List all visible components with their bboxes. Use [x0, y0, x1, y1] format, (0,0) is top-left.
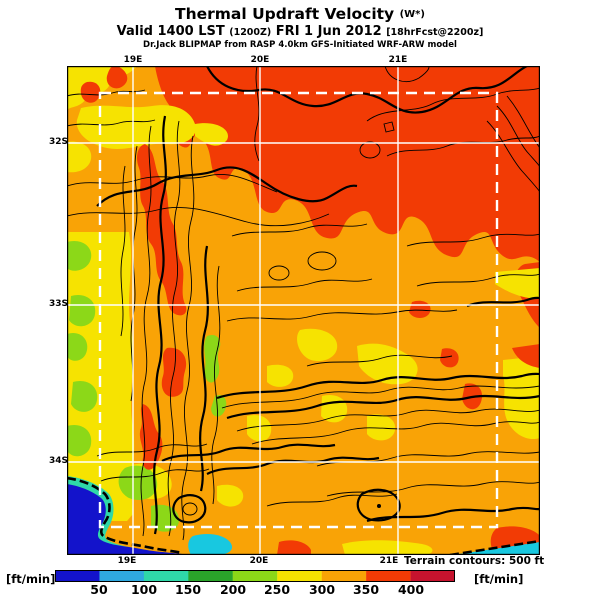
title-parameter-note: (W*) [399, 9, 425, 20]
terrain-contour-lines [67, 66, 540, 541]
colorbar-segment-4 [188, 570, 233, 582]
colorbar-segment-1 [55, 570, 100, 582]
colorbar-segment-9 [410, 570, 455, 582]
colorbar [55, 570, 455, 582]
region-red-north [155, 66, 540, 262]
colorbar-tick-100: 100 [130, 582, 158, 597]
colorbar-tick-300: 300 [308, 582, 336, 597]
colorbar-segment-8 [366, 570, 411, 582]
map-fill-regions [67, 66, 540, 555]
colorbar-tick-50: 50 [90, 582, 108, 597]
valid-time-line: Valid 1400 LST (1200Z) FRI 1 Jun 2012 [1… [0, 23, 600, 40]
region-coastal-cyan [188, 534, 233, 555]
lat-label-left-32s: 32S [48, 137, 68, 147]
colorbar-tick-400: 400 [397, 582, 425, 597]
colorbar-segment-7 [321, 570, 367, 582]
colorbar-segment-5 [232, 570, 278, 582]
colorbar-segment-2 [99, 570, 145, 582]
region-ocean [67, 484, 191, 555]
header: Thermal Updraft Velocity (W*) Valid 1400… [0, 5, 600, 51]
region-yellow-band [76, 105, 196, 149]
valid-prefix: Valid 1400 LST [116, 23, 225, 39]
forecast-map [67, 66, 540, 555]
latlon-gridlines [67, 66, 540, 555]
coastline [67, 476, 184, 555]
colorbar-frame [55, 570, 455, 582]
colorbar-tick-250: 250 [263, 582, 291, 597]
model-attribution: Dr.Jack BLIPMAP from RASP 4.0km GFS-Init… [143, 39, 457, 50]
page-title: Thermal Updraft Velocity (W*) [0, 5, 600, 24]
lon-label-top-20e: 20E [250, 55, 270, 65]
colorbar-tick-350: 350 [352, 582, 380, 597]
lon-label-bottom-21e: 21E [379, 556, 399, 566]
terrain-contour-note: Terrain contours: 500 ft [404, 555, 545, 567]
valid-zulu: (1200Z) [229, 26, 272, 38]
valid-fcst: [18hrFcst@2200z] [386, 26, 484, 38]
lon-label-top-19e: 19E [123, 55, 143, 65]
region-green-west [67, 240, 92, 271]
colorbar-tick-150: 150 [174, 582, 202, 597]
lon-label-bottom-20e: 20E [249, 556, 269, 566]
unit-label-right: [ft/min] [474, 572, 524, 586]
map-border [67, 66, 540, 555]
unit-label-left: [ft/min] [6, 572, 56, 586]
colorbar-segment-3 [143, 570, 189, 582]
inner-domain-boundary [98, 91, 499, 529]
lat-label-left-33s: 33S [48, 299, 68, 309]
colorbar-tick-200: 200 [219, 582, 247, 597]
lon-label-bottom-19e: 19E [117, 556, 137, 566]
lat-label-left-34s: 34S [48, 456, 68, 466]
valid-date: FRI 1 Jun 2012 [275, 23, 382, 39]
coastline-southeast [449, 539, 540, 555]
lon-label-top-21e: 21E [388, 55, 408, 65]
title-text: Thermal Updraft Velocity [175, 5, 395, 23]
colorbar-segment-6 [277, 570, 322, 582]
